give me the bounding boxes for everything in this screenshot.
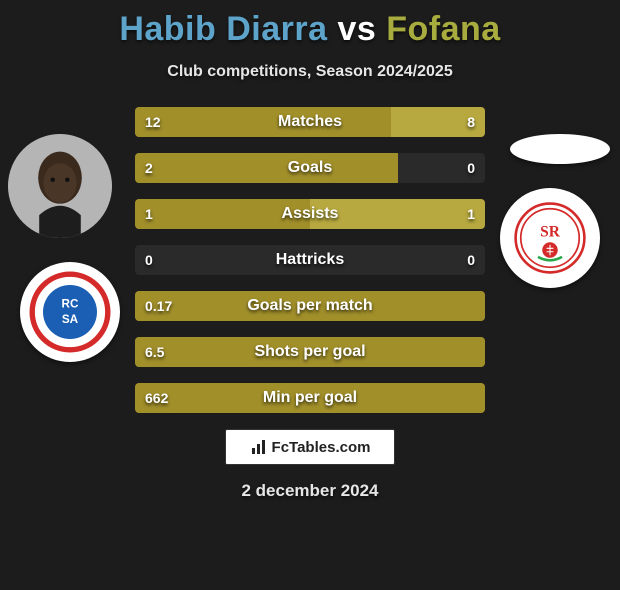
stat-label: Hattricks [135, 245, 485, 275]
stat-row: 00Hattricks [135, 245, 485, 275]
branding-text: FcTables.com [272, 439, 371, 456]
stat-label: Goals per match [135, 291, 485, 321]
stat-row: 6.5Shots per goal [135, 337, 485, 367]
stat-label: Min per goal [135, 383, 485, 413]
stat-label: Shots per goal [135, 337, 485, 367]
strasbourg-badge-icon: RC SA [25, 267, 115, 357]
svg-text:SR: SR [540, 223, 561, 240]
svg-text:RC: RC [62, 298, 79, 311]
club-badge-right: SR [500, 188, 600, 288]
stat-label: Assists [135, 199, 485, 229]
reims-badge-icon: SR [507, 195, 593, 281]
chart-icon [250, 438, 268, 456]
svg-text:SA: SA [62, 313, 79, 326]
comparison-title: Habib Diarra vs Fofana [0, 10, 620, 49]
stat-label: Matches [135, 107, 485, 137]
stat-row: 0.17Goals per match [135, 291, 485, 321]
branding-badge: FcTables.com [225, 429, 395, 465]
player2-name: Fofana [386, 10, 500, 48]
vs-separator: vs [337, 10, 376, 48]
stat-row: 20Goals [135, 153, 485, 183]
date-label: 2 december 2024 [0, 481, 620, 501]
stat-label: Goals [135, 153, 485, 183]
player2-avatar [510, 134, 610, 164]
player1-name: Habib Diarra [119, 10, 327, 48]
stat-row: 662Min per goal [135, 383, 485, 413]
player1-avatar [8, 134, 112, 238]
stat-row: 128Matches [135, 107, 485, 137]
stat-row: 11Assists [135, 199, 485, 229]
subtitle: Club competitions, Season 2024/2025 [0, 63, 620, 81]
club-badge-left: RC SA [20, 262, 120, 362]
